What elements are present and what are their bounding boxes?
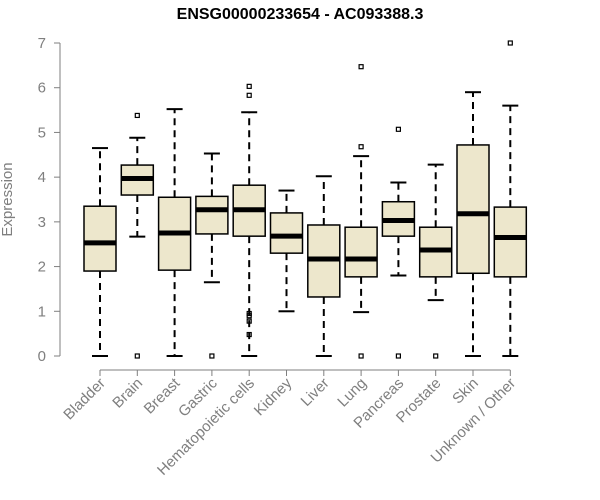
outlier-point [134, 353, 140, 359]
x-tick-label: Kidney [251, 374, 296, 419]
x-tick-label: Liver [298, 375, 333, 410]
outlier-point [507, 40, 513, 46]
outlier-point [358, 353, 364, 359]
outlier-point [246, 331, 252, 338]
y-tick-label: 0 [38, 348, 46, 365]
box [456, 144, 490, 275]
box [83, 205, 117, 272]
outlier-point [246, 318, 252, 324]
y-axis-title: Expression [0, 162, 16, 236]
y-tick-label: 6 [38, 80, 46, 97]
chart-title: ENSG00000233654 - AC093388.3 [176, 6, 424, 23]
outlier-point [395, 126, 401, 132]
x-tick-label: Bladder [60, 375, 109, 424]
outlier-point [246, 310, 252, 317]
y-tick-label: 7 [38, 35, 46, 52]
x-tick-label: Skin [449, 375, 482, 408]
y-tick-label: 4 [38, 169, 46, 186]
outlier-point [246, 83, 252, 89]
y-tick-label: 1 [38, 303, 46, 320]
outlier-point [134, 112, 140, 119]
outlier-point [358, 64, 364, 70]
box [195, 195, 229, 235]
box [493, 206, 528, 278]
box [269, 212, 304, 254]
outlier-point [433, 353, 439, 359]
outlier-point [209, 353, 215, 359]
outlier-point [395, 353, 401, 359]
outlier-point [246, 92, 252, 98]
outlier-point [358, 144, 364, 150]
box [344, 226, 378, 278]
y-tick-label: 5 [38, 124, 46, 141]
y-tick-label: 3 [38, 214, 46, 231]
y-tick-label: 2 [38, 259, 46, 276]
